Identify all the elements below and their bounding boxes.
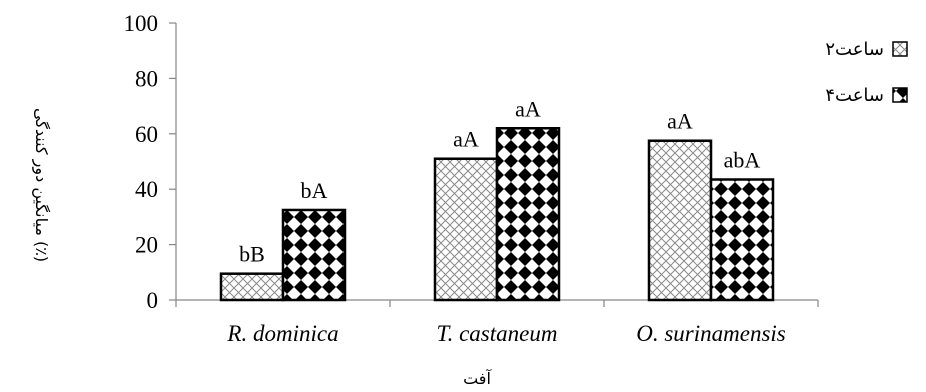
bar-1-1 — [219, 272, 285, 302]
bar-2-3 — [709, 178, 775, 302]
y-tick-label: 20 — [135, 233, 158, 258]
y-axis-title: میانگین دور کنندگی (٪) — [31, 108, 51, 262]
legend-swatch-1 — [892, 41, 908, 57]
category-label: T. castaneum — [437, 321, 558, 346]
y-tick-label: 0 — [147, 288, 159, 313]
y-tick-label: 40 — [135, 177, 158, 202]
y-tick-label: 60 — [135, 122, 158, 147]
category-label: O. surinamensis — [636, 321, 786, 346]
bars — [219, 127, 775, 302]
category-label: R. dominica — [226, 321, 338, 346]
bar-1-2 — [433, 157, 499, 302]
bar-data-label: aA — [515, 96, 541, 121]
bar-1-3 — [647, 139, 713, 302]
bar-data-label: aA — [667, 109, 693, 134]
bar-data-label: abA — [724, 148, 761, 173]
y-tick-label: 100 — [124, 11, 159, 36]
x-axis-title: آفت — [463, 369, 492, 388]
bar-2-2 — [495, 127, 561, 302]
bar-2-1 — [281, 208, 347, 302]
legend-swatch-2 — [892, 87, 908, 103]
bar-data-label: aA — [453, 127, 479, 152]
category-labels: R. dominica T. castaneum O. surinamensis — [226, 321, 785, 346]
legend-label-1: ۲ساعت — [825, 39, 884, 60]
legend: ۲ساعت ۴ساعت — [825, 39, 908, 106]
bar-labels: bB bA aA aA aA abA — [239, 96, 760, 266]
y-axis: 0 20 40 60 80 100 — [124, 11, 177, 313]
bar-data-label: bB — [239, 242, 265, 267]
y-tick-label: 80 — [135, 66, 158, 91]
legend-label-2: ۴ساعت — [825, 85, 884, 106]
bar-data-label: bA — [301, 178, 328, 203]
